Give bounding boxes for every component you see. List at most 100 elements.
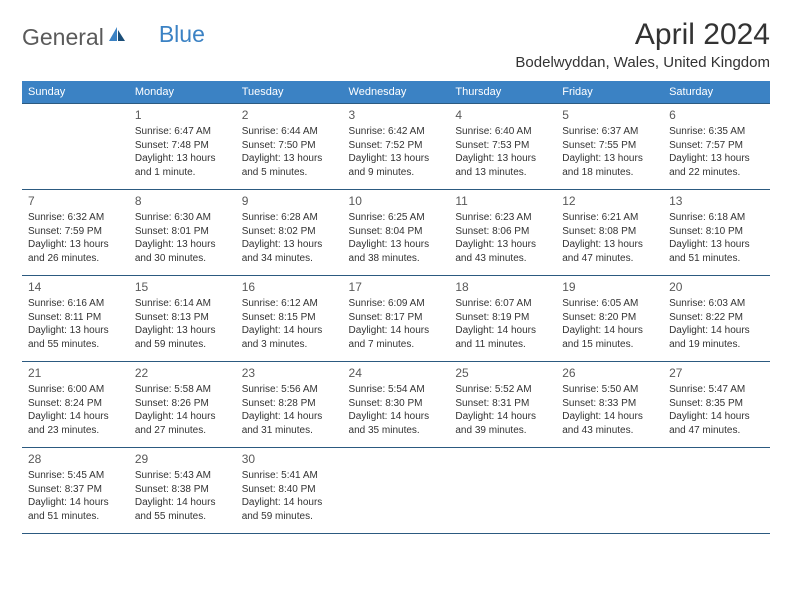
day-number: 30	[242, 451, 337, 467]
sunset-text: Sunset: 8:33 PM	[562, 397, 657, 411]
calendar-day-cell: 7Sunrise: 6:32 AMSunset: 7:59 PMDaylight…	[22, 190, 129, 276]
day-number: 17	[349, 279, 444, 295]
sunrise-text: Sunrise: 6:07 AM	[455, 297, 550, 311]
calendar-day-cell: 2Sunrise: 6:44 AMSunset: 7:50 PMDaylight…	[236, 104, 343, 190]
sunrise-text: Sunrise: 6:23 AM	[455, 211, 550, 225]
sunrise-text: Sunrise: 6:44 AM	[242, 125, 337, 139]
day-number: 27	[669, 365, 764, 381]
brand-word1: General	[22, 24, 104, 51]
sunrise-text: Sunrise: 6:28 AM	[242, 211, 337, 225]
daylight-text: and 3 minutes.	[242, 338, 337, 352]
daylight-text: Daylight: 13 hours	[669, 238, 764, 252]
sunset-text: Sunset: 8:22 PM	[669, 311, 764, 325]
sunset-text: Sunset: 8:01 PM	[135, 225, 230, 239]
sunset-text: Sunset: 8:24 PM	[28, 397, 123, 411]
sunset-text: Sunset: 8:08 PM	[562, 225, 657, 239]
weekday-header: Tuesday	[236, 81, 343, 104]
sunset-text: Sunset: 8:04 PM	[349, 225, 444, 239]
daylight-text: Daylight: 14 hours	[562, 324, 657, 338]
sunrise-text: Sunrise: 6:12 AM	[242, 297, 337, 311]
daylight-text: and 55 minutes.	[28, 338, 123, 352]
day-number: 26	[562, 365, 657, 381]
sunset-text: Sunset: 8:17 PM	[349, 311, 444, 325]
brand-logo: General Blue	[22, 24, 205, 51]
sunset-text: Sunset: 8:06 PM	[455, 225, 550, 239]
day-number: 2	[242, 107, 337, 123]
weekday-header: Thursday	[449, 81, 556, 104]
daylight-text: and 26 minutes.	[28, 252, 123, 266]
daylight-text: Daylight: 13 hours	[135, 238, 230, 252]
title-block: April 2024 Bodelwyddan, Wales, United Ki…	[515, 18, 770, 71]
sunrise-text: Sunrise: 6:32 AM	[28, 211, 123, 225]
daylight-text: Daylight: 14 hours	[455, 410, 550, 424]
daylight-text: and 13 minutes.	[455, 166, 550, 180]
daylight-text: and 5 minutes.	[242, 166, 337, 180]
calendar-day-cell: 10Sunrise: 6:25 AMSunset: 8:04 PMDayligh…	[343, 190, 450, 276]
weekday-header: Wednesday	[343, 81, 450, 104]
sunrise-text: Sunrise: 5:41 AM	[242, 469, 337, 483]
day-number: 10	[349, 193, 444, 209]
sunrise-text: Sunrise: 6:35 AM	[669, 125, 764, 139]
daylight-text: and 51 minutes.	[669, 252, 764, 266]
calendar-day-cell: 30 Sunrise: 5:41 AMSunset: 8:40 PMDayligh…	[236, 448, 343, 534]
daylight-text: and 39 minutes.	[455, 424, 550, 438]
day-number: 14	[28, 279, 123, 295]
calendar-day-cell: 15Sunrise: 6:14 AMSunset: 8:13 PMDayligh…	[129, 276, 236, 362]
day-number: 8	[135, 193, 230, 209]
daylight-text: and 18 minutes.	[562, 166, 657, 180]
day-number: 24	[349, 365, 444, 381]
daylight-text: Daylight: 13 hours	[562, 238, 657, 252]
calendar-day-cell: 5Sunrise: 6:37 AMSunset: 7:55 PMDaylight…	[556, 104, 663, 190]
daylight-text: Daylight: 14 hours	[242, 496, 337, 510]
daylight-text: Daylight: 13 hours	[28, 324, 123, 338]
daylight-text: Daylight: 13 hours	[242, 238, 337, 252]
daylight-text: and 59 minutes.	[242, 510, 337, 524]
daylight-text: Daylight: 14 hours	[349, 410, 444, 424]
calendar-day-cell: 14 Sunrise: 6:16 AMSunset: 8:11 PMDayligh…	[22, 276, 129, 362]
calendar-day-cell	[556, 448, 663, 534]
location-text: Bodelwyddan, Wales, United Kingdom	[515, 54, 770, 71]
daylight-text: Daylight: 14 hours	[242, 410, 337, 424]
day-number: 28	[28, 451, 123, 467]
daylight-text: and 38 minutes.	[349, 252, 444, 266]
daylight-text: and 55 minutes.	[135, 510, 230, 524]
calendar-day-cell: 17Sunrise: 6:09 AMSunset: 8:17 PMDayligh…	[343, 276, 450, 362]
day-number: 22	[135, 365, 230, 381]
sunset-text: Sunset: 8:13 PM	[135, 311, 230, 325]
page-header: General Blue April 2024 Bodelwyddan, Wal…	[22, 18, 770, 71]
calendar-day-cell: 11Sunrise: 6:23 AMSunset: 8:06 PMDayligh…	[449, 190, 556, 276]
daylight-text: and 1 minute.	[135, 166, 230, 180]
sunrise-text: Sunrise: 6:05 AM	[562, 297, 657, 311]
day-number: 3	[349, 107, 444, 123]
sunset-text: Sunset: 8:19 PM	[455, 311, 550, 325]
calendar-day-cell: 6Sunrise: 6:35 AMSunset: 7:57 PMDaylight…	[663, 104, 770, 190]
calendar-day-cell: 13Sunrise: 6:18 AMSunset: 8:10 PMDayligh…	[663, 190, 770, 276]
sunset-text: Sunset: 7:50 PM	[242, 139, 337, 153]
sunset-text: Sunset: 8:11 PM	[28, 311, 123, 325]
calendar-day-cell	[22, 104, 129, 190]
daylight-text: Daylight: 14 hours	[135, 496, 230, 510]
daylight-text: and 43 minutes.	[455, 252, 550, 266]
calendar-day-cell: 29Sunrise: 5:43 AMSunset: 8:38 PMDayligh…	[129, 448, 236, 534]
day-number: 1	[135, 107, 230, 123]
daylight-text: Daylight: 14 hours	[349, 324, 444, 338]
daylight-text: Daylight: 14 hours	[28, 496, 123, 510]
calendar-week-row: 14Sunrise: 6:16 AMSunset: 8:11 PMDayligh…	[22, 276, 770, 362]
sunrise-text: Sunrise: 6:16 AM	[28, 297, 123, 311]
daylight-text: and 11 minutes.	[455, 338, 550, 352]
day-number: 9	[242, 193, 337, 209]
sunrise-text: Sunrise: 5:47 AM	[669, 383, 764, 397]
sunrise-text: Sunrise: 5:52 AM	[455, 383, 550, 397]
daylight-text: and 47 minutes.	[669, 424, 764, 438]
calendar-day-cell: 21Sunrise: 6:00 AMSunset: 8:24 PMDayligh…	[22, 362, 129, 448]
day-number: 18	[455, 279, 550, 295]
daylight-text: Daylight: 14 hours	[562, 410, 657, 424]
calendar-day-cell: 27Sunrise: 5:47 AMSunset: 8:35 PMDayligh…	[663, 362, 770, 448]
sunset-text: Sunset: 8:40 PM	[242, 483, 337, 497]
sunset-text: Sunset: 8:20 PM	[562, 311, 657, 325]
daylight-text: and 47 minutes.	[562, 252, 657, 266]
day-number: 13	[669, 193, 764, 209]
calendar-table: SundayMondayTuesdayWednesdayThursdayFrid…	[22, 81, 770, 534]
calendar-day-cell: 22Sunrise: 5:58 AMSunset: 8:26 PMDayligh…	[129, 362, 236, 448]
weekday-header: Monday	[129, 81, 236, 104]
